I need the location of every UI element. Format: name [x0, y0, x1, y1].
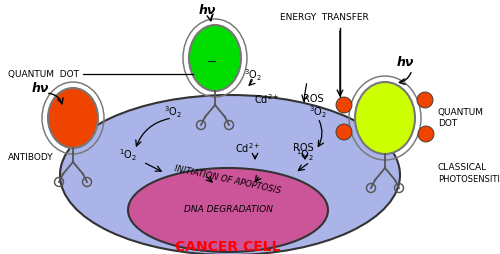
Ellipse shape — [189, 25, 241, 91]
Ellipse shape — [48, 88, 98, 148]
Text: DOT: DOT — [438, 119, 457, 129]
Text: $^3$O$_2$: $^3$O$_2$ — [244, 67, 262, 83]
Text: ROS: ROS — [302, 94, 324, 104]
Text: $^3$O$_2$: $^3$O$_2$ — [309, 104, 327, 120]
Text: $^3$O$_2$: $^3$O$_2$ — [164, 104, 182, 120]
Circle shape — [417, 92, 433, 108]
Ellipse shape — [355, 82, 415, 154]
Text: PHOTOSENSITIZER: PHOTOSENSITIZER — [438, 174, 500, 183]
Text: INITIATION OF APOPTOSIS: INITIATION OF APOPTOSIS — [174, 164, 282, 196]
Text: QUANTUM: QUANTUM — [438, 107, 484, 117]
Text: DNA DEGRADATION: DNA DEGRADATION — [184, 205, 272, 214]
Text: $^1$O$_2$: $^1$O$_2$ — [296, 147, 314, 163]
Text: hν: hν — [32, 82, 48, 94]
Text: Cd$^{2+}$: Cd$^{2+}$ — [235, 141, 261, 155]
Text: QUANTUM  DOT: QUANTUM DOT — [8, 70, 79, 78]
Circle shape — [336, 124, 352, 140]
Text: ENERGY  TRANSFER: ENERGY TRANSFER — [280, 13, 369, 23]
Circle shape — [336, 97, 352, 113]
Text: ANTIBODY: ANTIBODY — [8, 153, 54, 163]
Text: ROS: ROS — [292, 143, 314, 153]
Text: CLASSICAL: CLASSICAL — [438, 163, 487, 171]
Text: Cd$^{2+}$: Cd$^{2+}$ — [254, 92, 280, 106]
Text: −: − — [207, 56, 217, 69]
Text: $^1$O$_2$: $^1$O$_2$ — [119, 147, 137, 163]
Text: CANCER CELL: CANCER CELL — [176, 240, 281, 254]
Ellipse shape — [128, 168, 328, 252]
Circle shape — [418, 126, 434, 142]
Ellipse shape — [60, 95, 400, 254]
Text: hν: hν — [396, 56, 413, 69]
Text: hν: hν — [198, 4, 216, 17]
